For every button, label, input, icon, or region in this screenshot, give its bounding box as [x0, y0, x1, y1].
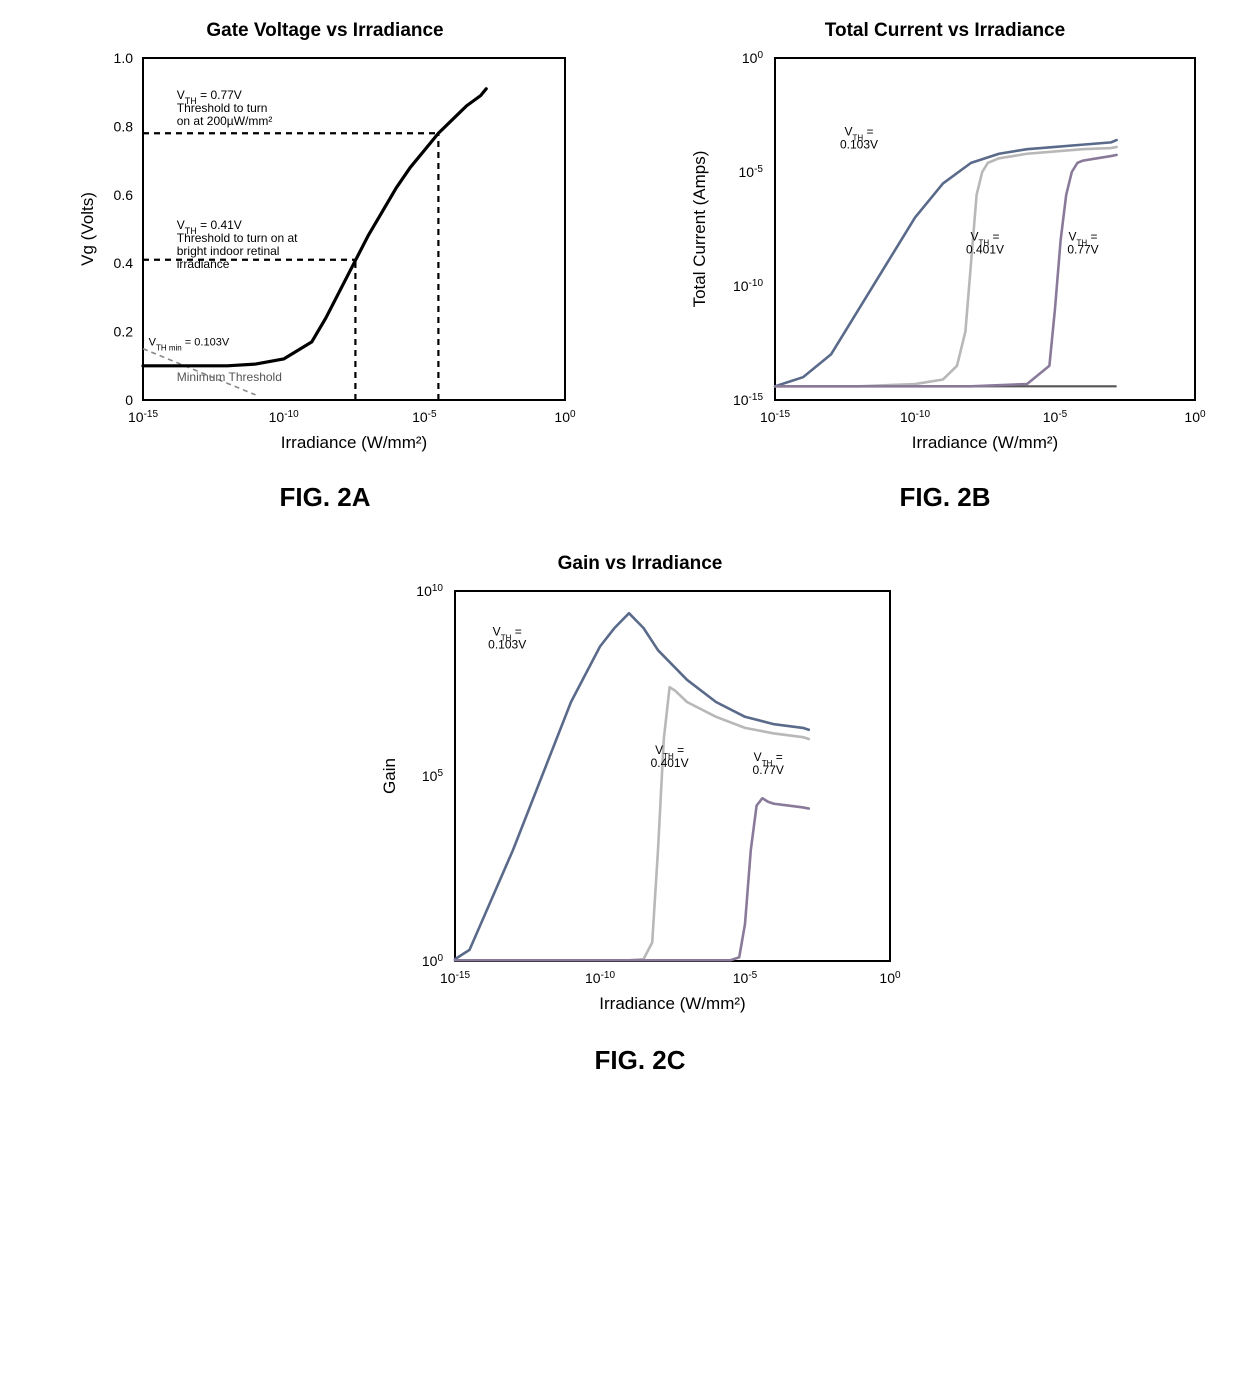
fig2b-chart: 10-15 10-10 10-5 100 10-15 10-10 10-5 100 Irradi…: [675, 48, 1215, 468]
svg-text:10-10: 10-10: [585, 970, 615, 987]
svg-text:10-15: 10-15: [733, 392, 763, 409]
svg-text:105: 105: [422, 768, 444, 785]
fig2a-title: Gate Voltage vs Irradiance: [206, 20, 443, 42]
fig2b-title: Total Current vs Irradiance: [825, 20, 1065, 42]
svg-text:bright indoor retinal: bright indoor retinal: [177, 244, 280, 258]
svg-text:0.103V: 0.103V: [840, 138, 878, 152]
svg-text:0.401V: 0.401V: [651, 756, 689, 770]
fig2c-chart: 10-15 10-10 10-5 100 100 105 1010 Irradiance (W…: [360, 581, 920, 1031]
svg-text:Threshold to turn: Threshold to turn: [177, 101, 268, 115]
svg-text:1010: 1010: [416, 583, 443, 600]
panel-fig2b: Total Current vs Irradiance 10-1510-1010…: [675, 20, 1215, 513]
svg-text:10-5: 10-5: [412, 409, 437, 426]
fig2a-caption: FIG. 2A: [279, 482, 370, 513]
panel-fig2a: Gate Voltage vs Irradiance 0 0.2 0.4 0.6 0.8…: [65, 20, 585, 513]
svg-text:100: 100: [554, 409, 576, 426]
svg-text:100: 100: [1184, 409, 1206, 426]
svg-text:Threshold to turn on at: Threshold to turn on at: [177, 231, 298, 245]
svg-text:10-15: 10-15: [128, 409, 158, 426]
svg-text:Minimum Threshold: Minimum Threshold: [177, 370, 282, 384]
svg-text:0.401V: 0.401V: [966, 242, 1004, 256]
svg-text:irradiance: irradiance: [177, 257, 230, 271]
svg-text:Vg (Volts): Vg (Volts): [78, 192, 97, 266]
svg-text:0.103V: 0.103V: [488, 637, 526, 651]
fig2a-chart: 0 0.2 0.4 0.6 0.8 1.0 10-15 10-10 10-5 100 Irradia…: [65, 48, 585, 468]
svg-text:10-5: 10-5: [733, 970, 758, 987]
svg-text:VTH min = 0.103V: VTH min = 0.103V: [149, 336, 230, 352]
fig2b-caption: FIG. 2B: [899, 482, 990, 513]
svg-text:Irradiance (W/mm²): Irradiance (W/mm²): [912, 433, 1058, 452]
svg-text:100: 100: [742, 50, 764, 67]
svg-text:100: 100: [422, 953, 444, 970]
svg-text:0.2: 0.2: [114, 324, 134, 340]
svg-text:10-15: 10-15: [440, 970, 470, 987]
fig2c-title: Gain vs Irradiance: [558, 553, 723, 575]
svg-text:10-5: 10-5: [739, 164, 764, 181]
svg-text:0.8: 0.8: [114, 118, 134, 134]
svg-text:0.6: 0.6: [114, 187, 134, 203]
svg-text:10-5: 10-5: [1043, 409, 1068, 426]
page: Gate Voltage vs Irradiance 0 0.2 0.4 0.6 0.8…: [20, 20, 1240, 1076]
svg-text:Irradiance (W/mm²): Irradiance (W/mm²): [281, 433, 427, 452]
svg-text:Irradiance (W/mm²): Irradiance (W/mm²): [599, 994, 745, 1013]
svg-text:100: 100: [879, 970, 901, 987]
svg-text:10-10: 10-10: [900, 409, 930, 426]
top-row: Gate Voltage vs Irradiance 0 0.2 0.4 0.6 0.8…: [20, 20, 1240, 513]
svg-text:10-15: 10-15: [760, 409, 790, 426]
panel-fig2c: Gain vs Irradiance 10-1510-1010-51001001…: [360, 553, 920, 1076]
svg-text:0.77V: 0.77V: [753, 763, 784, 777]
fig2c-caption: FIG. 2C: [594, 1045, 685, 1076]
svg-text:1.0: 1.0: [114, 50, 134, 66]
svg-text:on at 200µW/mm²: on at 200µW/mm²: [177, 114, 273, 128]
svg-text:0: 0: [125, 392, 133, 408]
svg-text:Gain: Gain: [380, 758, 399, 794]
svg-text:10-10: 10-10: [733, 278, 763, 295]
svg-text:0.77V: 0.77V: [1067, 242, 1098, 256]
svg-text:0.4: 0.4: [114, 255, 134, 271]
svg-text:10-10: 10-10: [269, 409, 299, 426]
svg-text:Total Current (Amps): Total Current (Amps): [690, 151, 709, 308]
bottom-row: Gain vs Irradiance 10-1510-1010-51001001…: [20, 553, 1240, 1076]
